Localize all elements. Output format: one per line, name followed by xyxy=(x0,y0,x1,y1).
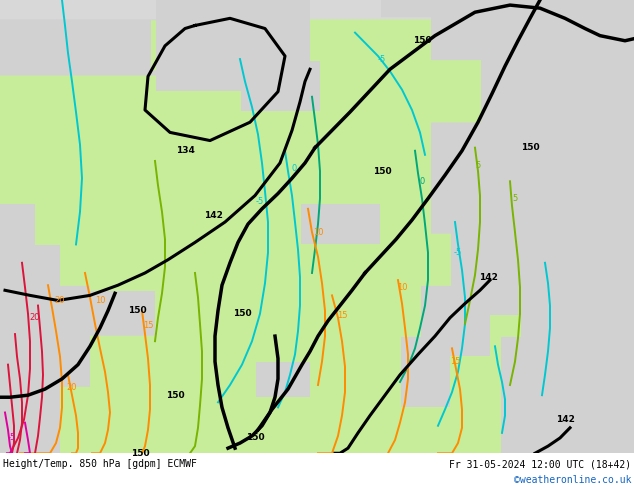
Text: 15: 15 xyxy=(450,357,460,366)
Text: 15: 15 xyxy=(143,321,153,330)
Text: 142: 142 xyxy=(204,211,223,220)
Text: Fr 31-05-2024 12:00 UTC (18+42): Fr 31-05-2024 12:00 UTC (18+42) xyxy=(449,459,631,469)
Text: 150: 150 xyxy=(413,36,431,45)
Text: 10: 10 xyxy=(94,296,105,305)
Text: 10: 10 xyxy=(313,228,323,237)
Text: 150: 150 xyxy=(246,434,264,442)
Text: 5: 5 xyxy=(512,194,517,203)
Text: 20: 20 xyxy=(55,296,65,305)
Text: 20: 20 xyxy=(67,383,77,392)
Text: 150: 150 xyxy=(165,391,184,400)
Text: 0: 0 xyxy=(419,177,425,186)
Text: 5: 5 xyxy=(476,161,481,170)
Text: 150: 150 xyxy=(373,167,391,175)
Text: 142: 142 xyxy=(479,272,498,282)
Text: 15: 15 xyxy=(337,311,347,320)
Text: 150: 150 xyxy=(131,449,150,458)
Text: -5: -5 xyxy=(454,248,462,257)
Text: -5: -5 xyxy=(8,434,16,442)
Text: 142: 142 xyxy=(555,415,574,424)
Text: 134: 134 xyxy=(176,146,195,155)
Text: 150: 150 xyxy=(127,306,146,315)
Text: -5: -5 xyxy=(378,54,386,64)
Text: 150: 150 xyxy=(521,143,540,152)
Text: -5: -5 xyxy=(256,197,264,206)
Text: 150: 150 xyxy=(233,309,251,318)
Text: 0: 0 xyxy=(292,164,297,172)
Text: ©weatheronline.co.uk: ©weatheronline.co.uk xyxy=(514,475,631,485)
Text: Height/Temp. 850 hPa [gdpm] ECMWF: Height/Temp. 850 hPa [gdpm] ECMWF xyxy=(3,459,197,469)
Text: 10: 10 xyxy=(397,283,407,292)
Text: 20: 20 xyxy=(30,313,40,322)
